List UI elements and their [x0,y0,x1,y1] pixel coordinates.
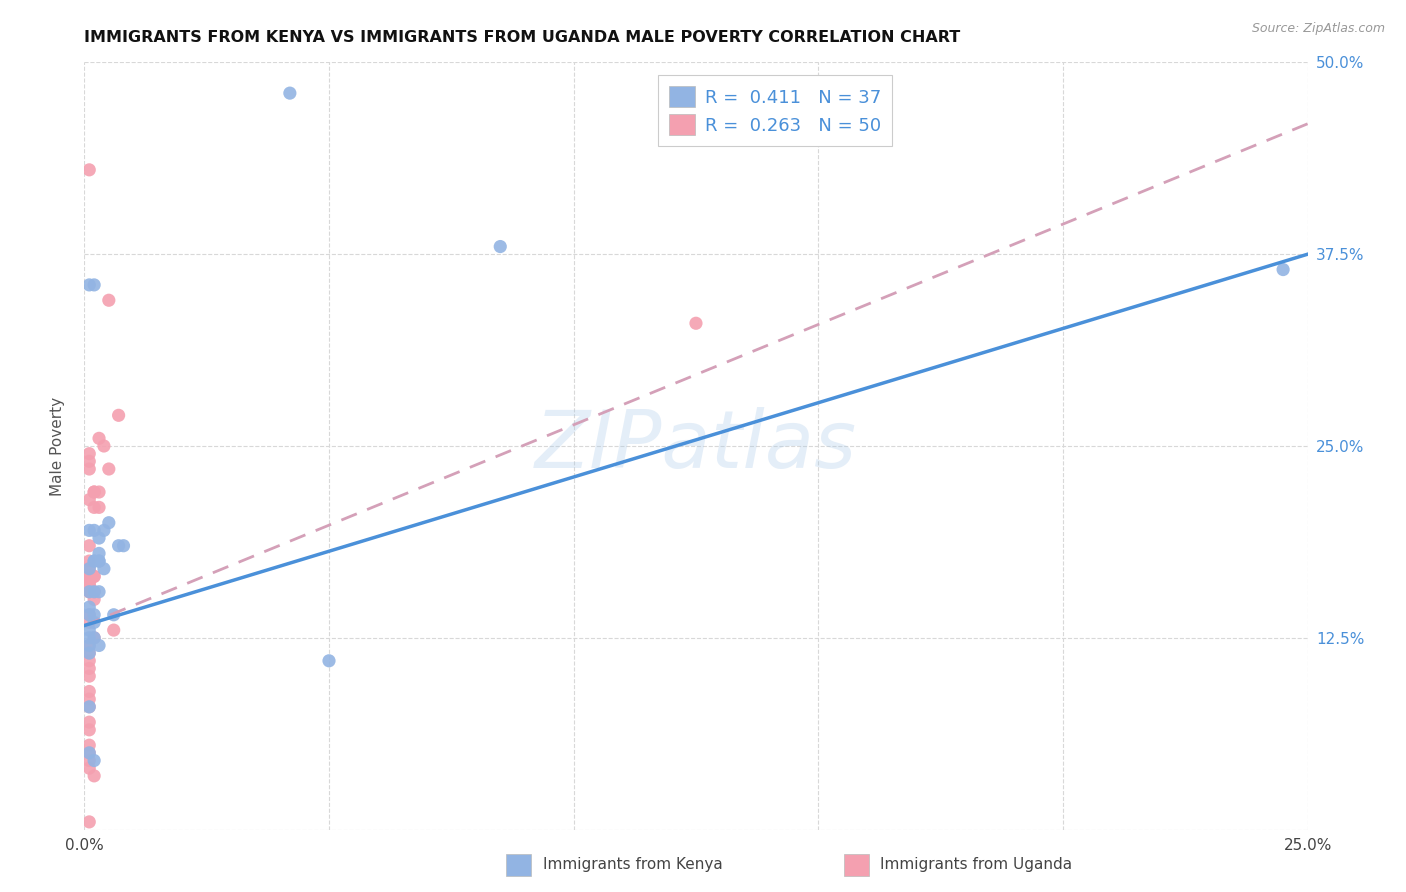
Point [93,562,115,576]
Point [97,462,120,476]
Point [83,554,105,568]
Point [107,539,129,553]
Point [83,485,105,500]
Text: IMMIGRANTS FROM KENYA VS IMMIGRANTS FROM UGANDA MALE POVERTY CORRELATION CHART: IMMIGRANTS FROM KENYA VS IMMIGRANTS FROM… [84,29,960,45]
Point [77,623,100,637]
Point [87,431,110,445]
Point [77,761,100,775]
Point [685,316,707,330]
Point [77,607,100,622]
Point [77,754,100,768]
Point [77,600,100,615]
Point [77,492,100,507]
Point [83,607,105,622]
Point [83,569,105,583]
Point [77,684,100,698]
Point [77,692,100,706]
Y-axis label: Male Poverty: Male Poverty [51,396,65,496]
Point [97,293,120,308]
Point [77,699,100,714]
Point [77,669,100,683]
Point [97,516,120,530]
Point [77,554,100,568]
Point [77,746,100,760]
Point [83,754,105,768]
Point [77,577,100,591]
Point [87,554,110,568]
Point [77,715,100,730]
Text: Immigrants from Kenya: Immigrants from Kenya [543,857,723,872]
Point [77,162,100,177]
Point [87,485,110,500]
Point [77,814,100,829]
Point [77,562,100,576]
Point [87,554,110,568]
Point [77,654,100,668]
Point [83,631,105,645]
Point [77,607,100,622]
Point [77,524,100,538]
Point [77,569,100,583]
Point [318,654,340,668]
Point [93,524,115,538]
Point [489,239,512,253]
Point [77,639,100,653]
Point [83,592,105,607]
Point [83,584,105,599]
Point [87,546,110,560]
Point [77,646,100,660]
Point [77,462,100,476]
Point [87,639,110,653]
Text: ZIPatlas: ZIPatlas [534,407,858,485]
Point [77,639,100,653]
Point [77,661,100,675]
Point [77,646,100,660]
Point [83,584,105,599]
Point [77,447,100,461]
Point [107,409,129,423]
Point [77,584,100,599]
Legend: R =  0.411   N = 37, R =  0.263   N = 50: R = 0.411 N = 37, R = 0.263 N = 50 [658,75,893,146]
Point [77,562,100,576]
Point [83,554,105,568]
Point [77,746,100,760]
Point [103,607,125,622]
Point [77,569,100,583]
Point [77,577,100,591]
Text: Source: ZipAtlas.com: Source: ZipAtlas.com [1251,22,1385,36]
Point [87,500,110,515]
Point [83,524,105,538]
Point [83,485,105,500]
Point [83,631,105,645]
Point [83,500,105,515]
Point [83,615,105,630]
Point [77,569,100,583]
Point [1272,262,1295,277]
Point [83,569,105,583]
Point [77,539,100,553]
Text: Immigrants from Uganda: Immigrants from Uganda [880,857,1073,872]
Point [77,631,100,645]
Point [77,454,100,468]
Point [77,723,100,737]
Point [77,584,100,599]
Point [83,769,105,783]
Point [112,539,135,553]
Point [278,86,301,100]
Point [77,615,100,630]
Point [77,699,100,714]
Point [77,738,100,752]
Point [87,584,110,599]
Point [77,277,100,292]
Point [93,439,115,453]
Point [77,584,100,599]
Point [103,623,125,637]
Point [87,531,110,545]
Point [83,277,105,292]
